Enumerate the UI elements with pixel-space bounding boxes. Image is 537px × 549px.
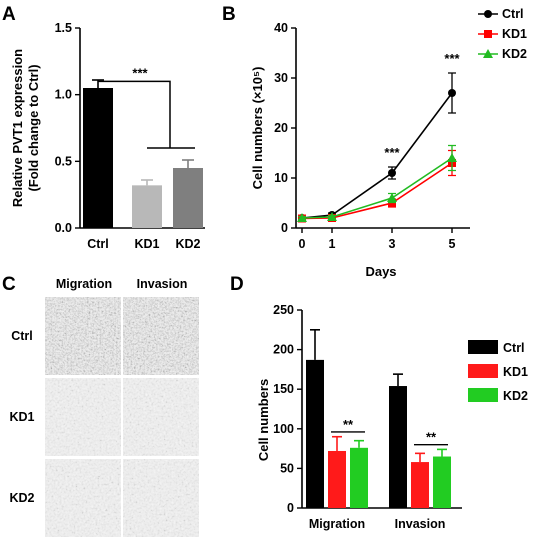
panel-d-ytick-label: 0 [287,501,294,515]
micrograph-image-kd2-invasion [123,459,199,537]
panel-d-legend-label: KD2 [503,389,528,403]
panel-b-legend-marker [484,10,492,18]
panel-a-category-label: KD2 [175,237,200,251]
panel-d-legend-swatch [468,388,498,402]
panel-d-legend-swatch [468,364,498,378]
panel-d-ytick-label: 150 [273,382,294,396]
panel-d-bar-invasion-kd1 [411,462,429,508]
panel-d-bar-migration-kd1 [328,450,346,508]
panel-d-significance-stars: ** [343,417,354,432]
panel-d-ytick-label: 200 [273,343,294,357]
panel-d-bar-migration-ctrl [306,359,324,508]
micrograph-image-kd1-migration [45,378,121,456]
panel-b-line-kd2 [301,157,453,219]
panel-b-point-ctrl [388,169,396,177]
panel-b-line-ctrl [301,92,453,219]
panel-d-significance-stars: ** [426,430,437,445]
panel-d-ytick-label: 250 [273,303,294,317]
panel-b-legend-label: Ctrl [502,7,524,21]
panel-b-xtick-label: 5 [449,237,456,251]
micrograph-image-ctrl-migration [45,297,121,375]
micrograph-image-kd1-invasion [123,378,199,456]
micrograph-row-kd2: KD2 [9,491,34,505]
panel-a-ytick-label: 1.0 [55,88,72,102]
panel-b-point-kd2 [297,213,307,222]
panel-b-legend-label: KD1 [502,27,527,41]
panel-b-line-chart: Days Cell numbers (×10⁵) 0 10 20 30 40 0 1 3 5 Ct… [250,7,527,279]
panel-b-legend-marker [483,49,493,58]
micrograph-image-ctrl-invasion [123,297,199,375]
panel-b-legend-marker [484,30,492,38]
panel-d-ylabel: Cell numbers [256,379,271,461]
panel-b-xlabel: Days [365,264,396,279]
panel-letter-b: B [222,4,236,25]
panel-a-ytick-label: 0.0 [55,221,72,235]
panel-b-ylabel: Cell numbers (×10⁵) [250,67,265,190]
panel-b-point-kd2 [387,193,397,202]
panel-b-significance-stars: *** [384,145,400,160]
panel-a-ytick-label: 0.5 [55,154,72,168]
panel-d-category-label: Invasion [395,517,446,531]
panel-b-ytick-label: 20 [274,121,288,135]
panel-letter-c: C [2,274,16,295]
panel-b-line-kd1 [301,162,453,220]
panel-b-point-kd2 [327,212,337,221]
panel-a-ylabel-line1: Relative PVT1 expression [10,49,25,207]
panel-a-ylabel-line2: (Fold change to Ctrl) [26,64,41,191]
panel-b-point-kd2 [447,153,457,162]
panel-b-xtick-label: 1 [329,237,336,251]
panel-d-bar-migration-kd2 [350,447,368,508]
panel-a-significance-bracket [98,80,195,149]
panel-a-ytick-label: 1.5 [55,21,72,35]
panel-b-ytick-label: 30 [274,71,288,85]
micrograph-row-kd1: KD1 [9,410,34,424]
panel-b-ytick-label: 40 [274,21,288,35]
panel-a-bar-kd1 [132,185,162,228]
panel-b-ytick-label: 10 [274,171,288,185]
panel-b-xtick-label: 3 [389,237,396,251]
panel-d-ytick-label: 100 [273,422,294,436]
panel-b-significance-stars: *** [444,51,460,66]
micrograph-col-invasion: Invasion [137,277,188,291]
panel-a-bar-kd2 [173,168,203,228]
panel-d-legend-label: KD1 [503,365,528,379]
micrograph-row-ctrl: Ctrl [11,329,33,343]
panel-b-point-ctrl [448,89,456,97]
panel-a-category-label: Ctrl [87,237,109,251]
panel-a-bar-ctrl [83,88,113,228]
panel-a-bar-chart: Relative PVT1 expression (Fold change to… [10,21,205,251]
panel-letter-a: A [2,4,16,25]
panel-d-category-label: Migration [309,517,365,531]
panel-b-ytick-label: 0 [281,221,288,235]
panel-a-significance-stars: *** [132,65,148,80]
panel-d-bar-invasion-ctrl [389,386,407,508]
panel-d-legend-label: Ctrl [503,341,525,355]
panel-a-category-label: KD1 [134,237,159,251]
panel-d-ytick-label: 50 [280,461,294,475]
micrograph-col-migration: Migration [56,277,112,291]
panel-c-micrographs: Migration Invasion Ctrl KD1 KD2 [9,277,199,537]
panel-letter-d: D [230,274,244,295]
panel-d-legend-swatch [468,340,498,354]
panel-b-xtick-label: 0 [299,237,306,251]
panel-d-bar-chart: Cell numbers 0 50 100 150 200 250 Migration ** I… [256,303,528,531]
panel-d-bar-invasion-kd2 [433,456,451,508]
micrograph-image-kd2-migration [45,459,121,537]
panel-b-legend-label: KD2 [502,47,527,61]
